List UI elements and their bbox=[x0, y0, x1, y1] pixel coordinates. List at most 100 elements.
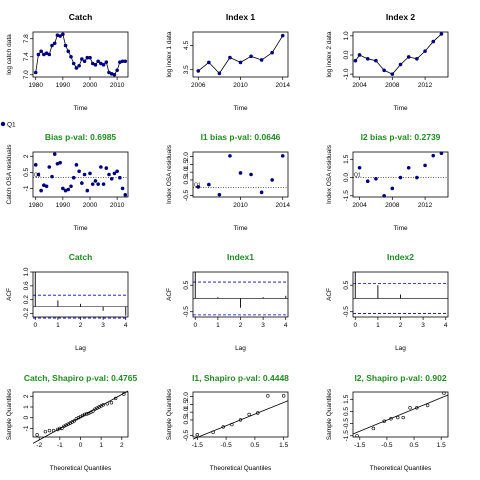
data-point bbox=[390, 72, 395, 76]
data-point bbox=[238, 171, 243, 175]
data-point bbox=[104, 60, 109, 64]
data-point bbox=[33, 70, 38, 75]
panel-catch-osa: Bias p-val: 0.6985 1980 1990 2000 2010 -1 0.5 2… bbox=[6, 132, 129, 232]
qq-point bbox=[122, 392, 126, 396]
x-axis-label: Time bbox=[73, 105, 88, 112]
panel-title: Catch, Shapiro p-val: 0.4765 bbox=[24, 373, 138, 383]
qq-point bbox=[91, 409, 95, 413]
data-point bbox=[33, 163, 38, 167]
x-tick-label: 2014 bbox=[275, 82, 290, 89]
data-point bbox=[439, 32, 444, 36]
y-tick-label: 3.5 bbox=[183, 65, 190, 74]
y-tick-label: 7.0 bbox=[23, 70, 30, 79]
plot-frame bbox=[352, 31, 449, 78]
x-tick-label: 1 bbox=[99, 442, 103, 449]
data-point bbox=[77, 169, 81, 174]
x-tick-label: 1.5 bbox=[279, 442, 288, 449]
data-point bbox=[120, 59, 125, 64]
y-tick-label: -0.5 bbox=[343, 306, 350, 318]
panel-index1-qq: I1, Shapiro p-val: 0.4448-1.5 -0.5 0.5 1.5-… bbox=[166, 373, 289, 472]
plot-frame bbox=[32, 151, 129, 198]
data-point bbox=[42, 52, 46, 57]
x-tick-label: 3 bbox=[101, 322, 105, 329]
data-point bbox=[88, 55, 92, 60]
data-point bbox=[398, 175, 403, 180]
y-tick-label: 1.5 bbox=[183, 160, 190, 169]
x-tick-label: 4 bbox=[284, 322, 288, 329]
y-tick-label: 1.0 bbox=[183, 167, 190, 176]
y-tick-label: 7.4 bbox=[23, 52, 30, 61]
x-tick-label: 0 bbox=[193, 322, 197, 329]
data-point bbox=[52, 41, 57, 46]
y-tick-label: 4.5 bbox=[183, 40, 190, 49]
data-point bbox=[228, 154, 232, 158]
panel-title: I2 bias p-val: 0.2739 bbox=[361, 132, 441, 142]
x-tick-label: 1 bbox=[56, 322, 60, 329]
panel-title: I1, Shapiro p-val: 0.4448 bbox=[192, 373, 289, 383]
data-point bbox=[259, 190, 264, 195]
y-tick-label: 0.2 bbox=[23, 295, 30, 304]
panel-title: Bias p-val: 0.6985 bbox=[45, 132, 117, 142]
data-point bbox=[357, 53, 362, 57]
y-tick-label: 0.5 bbox=[183, 280, 190, 289]
x-tick-label: 1 bbox=[216, 322, 220, 329]
qq-point bbox=[382, 419, 386, 423]
data-point bbox=[365, 179, 370, 183]
x-tick-label: 0 bbox=[353, 322, 357, 329]
data-point bbox=[365, 57, 370, 61]
data-point bbox=[80, 57, 84, 61]
data-point bbox=[44, 51, 49, 55]
panel-title: Catch bbox=[69, 12, 93, 22]
y-tick-label: 0.0 bbox=[343, 173, 350, 182]
qq-point bbox=[389, 417, 393, 421]
panel-index2-osa: I2 bias p-val: 0.2739 2004 2008 2012 -1.5 0.0… bbox=[326, 132, 449, 232]
y-axis-label: Catch OSA residuals bbox=[6, 144, 13, 205]
panel-legend-label: Q1 bbox=[194, 183, 201, 189]
y-axis-label: log index 1 data bbox=[166, 31, 173, 77]
data-point bbox=[39, 188, 43, 193]
panel-title: Index 2 bbox=[386, 12, 416, 22]
x-tick-label: 2010 bbox=[233, 82, 248, 89]
y-tick-label: 0.5 bbox=[23, 167, 30, 176]
qq-point bbox=[35, 433, 39, 437]
data-point bbox=[39, 49, 43, 54]
qq-point bbox=[355, 434, 359, 438]
data-point bbox=[74, 66, 79, 70]
data-point bbox=[353, 58, 358, 63]
y-tick-label: 1.0 bbox=[343, 31, 350, 40]
data-point bbox=[270, 50, 274, 55]
qq-point bbox=[396, 415, 400, 420]
x-axis-label: Time bbox=[393, 105, 408, 112]
data-point bbox=[36, 172, 41, 177]
x-tick-label: 2012 bbox=[418, 82, 433, 89]
qq-point bbox=[60, 426, 64, 431]
legend-q1-label: Q1 bbox=[7, 122, 16, 129]
data-point bbox=[96, 59, 100, 64]
data-point bbox=[66, 49, 71, 54]
x-axis-label: Time bbox=[73, 225, 88, 232]
qq-point bbox=[247, 412, 251, 417]
data-point bbox=[47, 165, 52, 169]
data-point bbox=[82, 172, 87, 177]
data-point bbox=[249, 54, 253, 59]
data-point bbox=[99, 61, 103, 66]
qq-point bbox=[425, 403, 430, 408]
data-point bbox=[415, 175, 419, 180]
panel-title: Index 1 bbox=[226, 12, 256, 22]
data-point bbox=[63, 188, 68, 193]
data-point bbox=[71, 61, 76, 66]
y-axis-label: Sample Quantiles bbox=[326, 388, 333, 440]
data-point bbox=[112, 72, 117, 77]
x-tick-label: 2000 bbox=[83, 202, 98, 209]
data-point bbox=[382, 68, 386, 73]
y-axis-label: ACF bbox=[166, 288, 173, 301]
x-tick-label: 4 bbox=[444, 322, 448, 329]
panel-title: Index2 bbox=[387, 252, 414, 262]
qq-point bbox=[256, 411, 260, 415]
x-tick-label: -1 bbox=[57, 442, 63, 449]
qq-point bbox=[113, 396, 118, 401]
x-tick-label: 2010 bbox=[110, 82, 125, 89]
data-point bbox=[99, 165, 103, 169]
data-point bbox=[406, 166, 411, 170]
